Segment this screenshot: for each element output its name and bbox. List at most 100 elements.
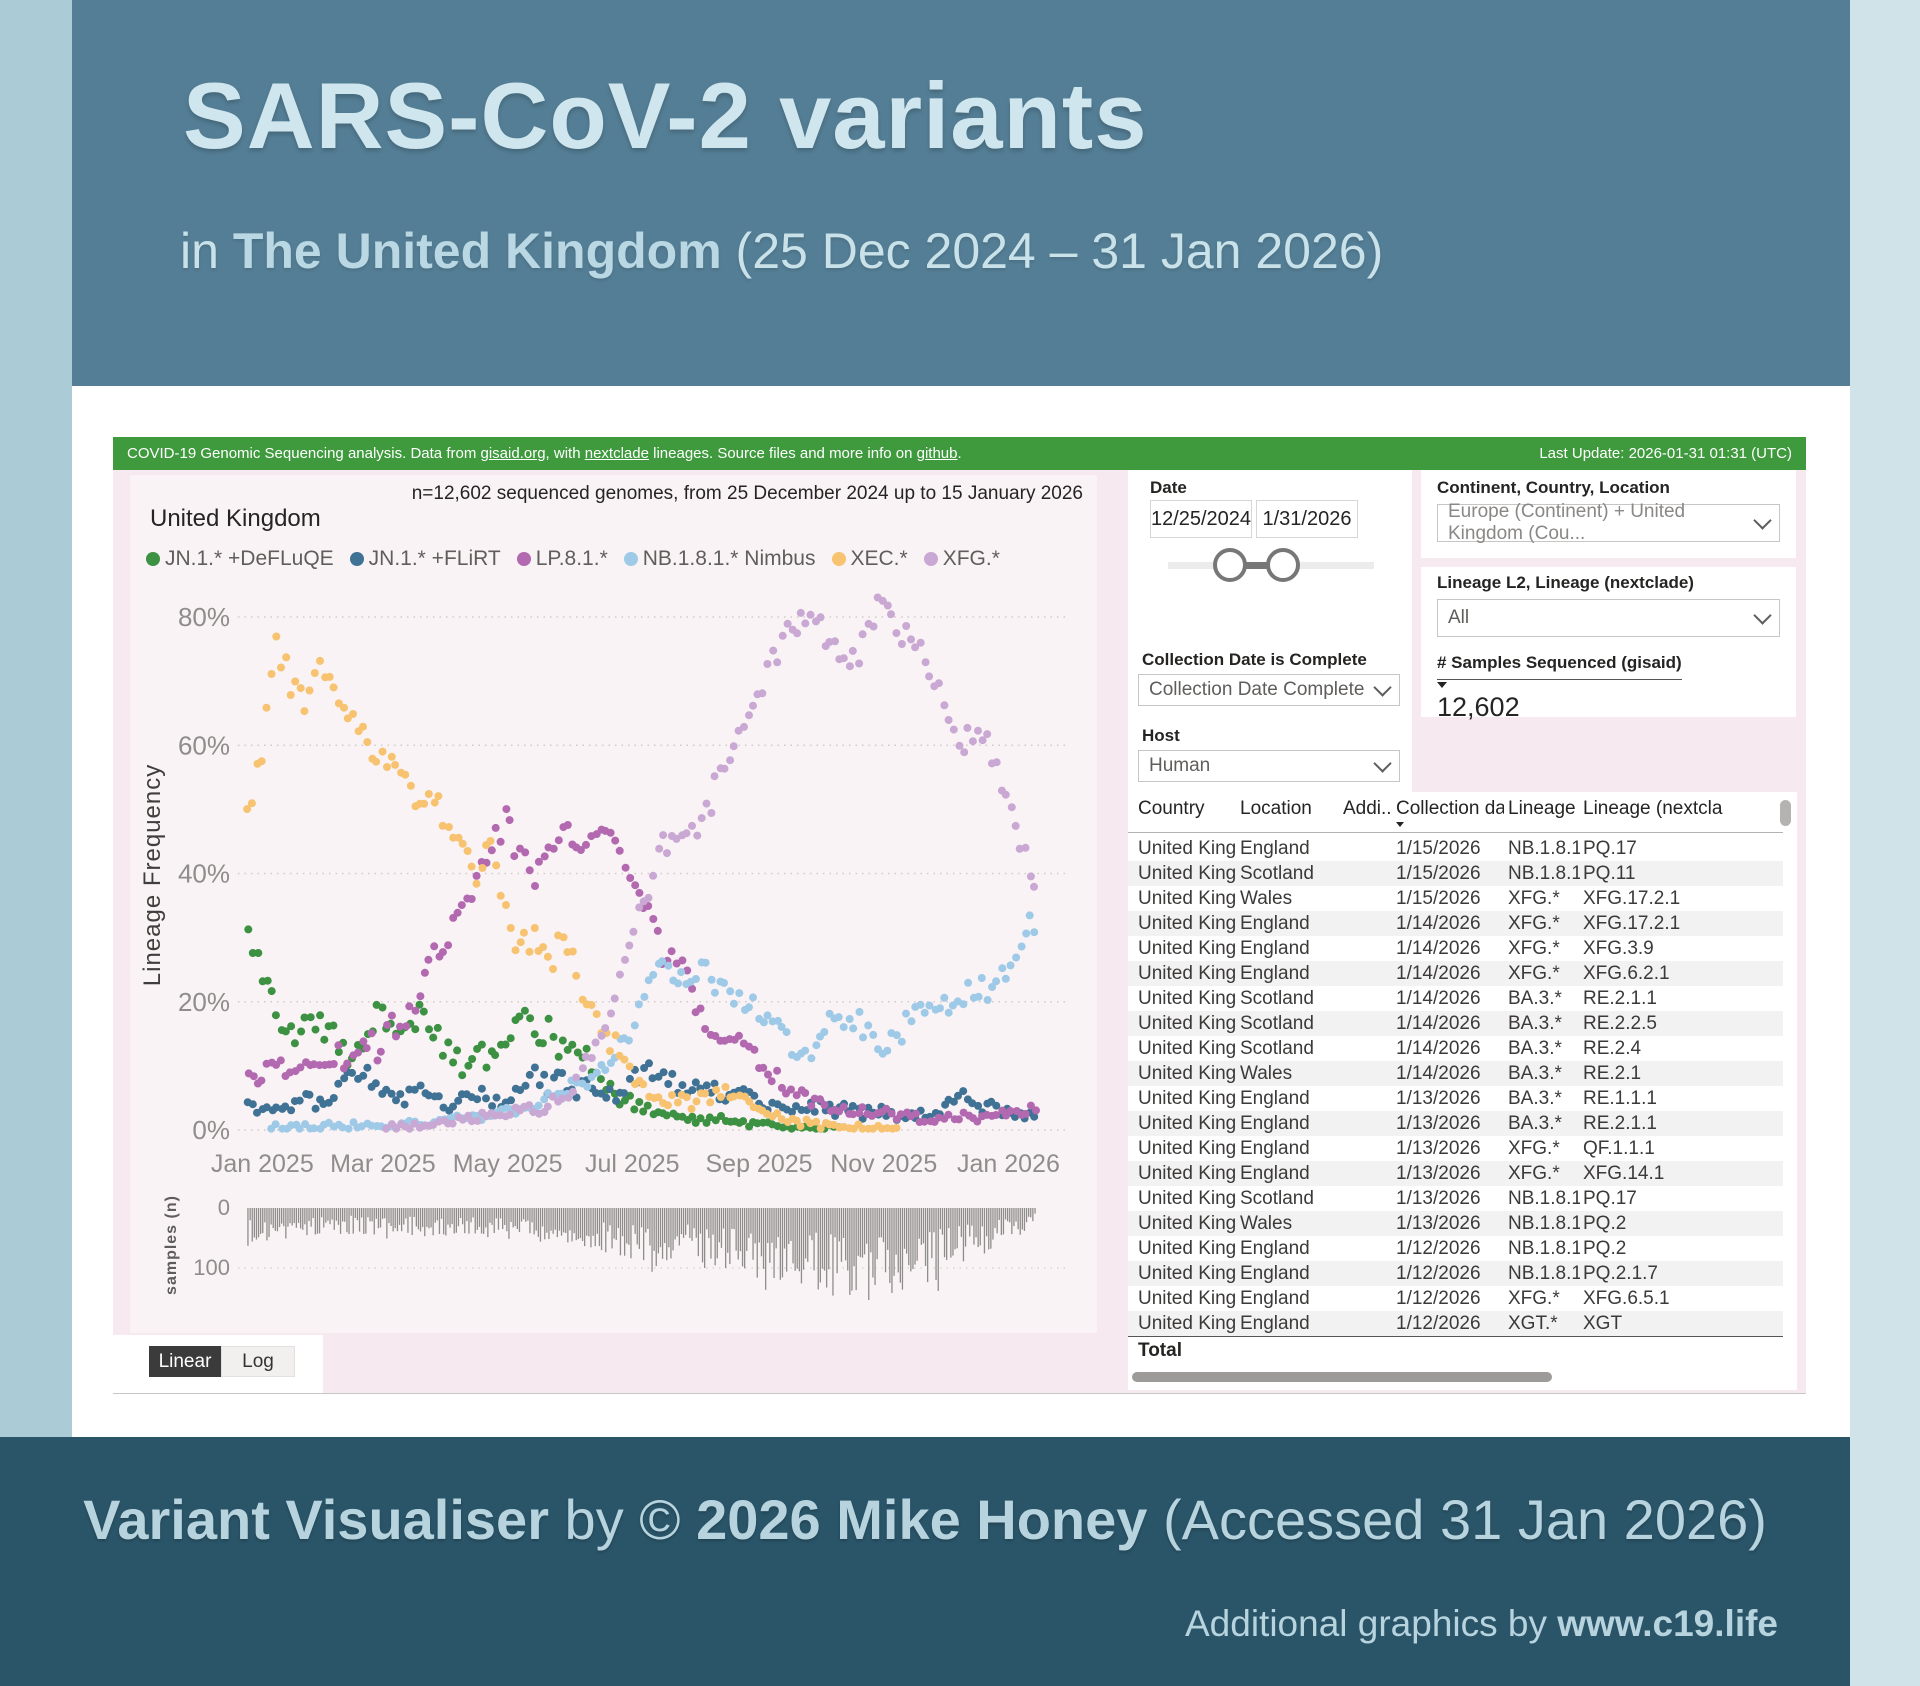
table-row[interactable]: United Kingd...England 1/12/2026 NB.1.8.1.… [1128,1261,1783,1286]
date-slider-range[interactable] [1230,562,1283,569]
table-column-header[interactable]: Country [1138,798,1205,819]
table-row[interactable]: United Kingd...Scotland 1/15/2026 NB.1.8.1… [1128,861,1783,886]
table-row[interactable]: United Kingd...England 1/13/2026 BA.3.* RE.… [1128,1086,1783,1111]
table-cell: 1/13/2026 [1396,1138,1481,1159]
nextclade-link[interactable]: nextclade [584,445,649,462]
chevron-down-icon [1753,510,1772,530]
github-link[interactable]: github [916,445,958,462]
source-banner: COVID-19 Genomic Sequencing analysis. Da… [113,437,1806,470]
table-row[interactable]: United Kingd...England 1/14/2026 XFG.* XFG.… [1128,961,1783,986]
frequency-chart-plot[interactable]: 0% 20% 40% 60% 80% Jan 2025 Mar 2025 May 2025 Ju… [130,475,1097,1333]
table-row[interactable]: United Kingd...England 1/12/2026 NB.1.8.1.… [1128,1236,1783,1261]
table-row[interactable]: United Kingd...England 1/13/2026 BA.3.* RE.… [1128,1111,1783,1136]
legend-dot-icon [831,552,846,566]
table-cell: PQ.11 [1583,863,1636,884]
date-slider-handle-end[interactable] [1266,548,1300,582]
location-filter-label: Continent, Country, Location [1437,478,1670,497]
host-dropdown[interactable]: Human [1138,750,1400,782]
svg-text:100: 100 [193,1255,230,1280]
collection-date-dropdown[interactable]: Collection Date Complete [1138,674,1400,706]
footer-author: 2026 Mike Honey [696,1488,1148,1551]
date-from-input[interactable]: 12/25/2024 [1150,500,1252,538]
table-cell: NB.1.8.1.... [1508,838,1580,859]
table-row[interactable]: United Kingd...Scotland 1/14/2026 BA.3.* RE… [1128,1036,1783,1061]
table-cell: England [1240,1263,1310,1284]
samples-metric-label: # Samples Sequenced (gisaid) [1437,653,1682,680]
table-cell: United Kingd... [1138,1163,1236,1184]
table-row[interactable]: United Kingd...Scotland 1/14/2026 BA.3.* RE… [1128,986,1783,1011]
footer-site-link: www.c19.life [1557,1603,1778,1644]
table-row[interactable]: United Kingd...England 1/13/2026 XFG.* QF.1… [1128,1136,1783,1161]
filter-panel: Date 12/25/2024 1/31/2026 Collection Dat… [1128,470,1412,792]
table-cell: United Kingd... [1138,1063,1236,1084]
table-cell: 1/15/2026 [1396,838,1481,859]
table-row[interactable]: United Kingd...England 1/14/2026 XFG.* XFG.… [1128,936,1783,961]
legend-item[interactable]: XEC.* [831,547,908,571]
table-cell: United Kingd... [1138,1288,1236,1309]
table-cell: England [1240,963,1310,984]
left-accent-stripe [0,0,72,1437]
table-cell: United Kingd... [1138,988,1236,1009]
table-row[interactable]: United Kingd...England 1/12/2026 XGT.* XGT [1128,1311,1783,1336]
vertical-scrollbar[interactable] [1780,800,1791,826]
location-dropdown[interactable]: Europe (Continent) + United Kingdom (Cou… [1437,501,1780,544]
table-cell: 1/14/2026 [1396,1063,1481,1084]
horizontal-scrollbar[interactable] [1132,1372,1552,1382]
table-row[interactable]: United Kingd...England 1/12/2026 XFG.* XFG.… [1128,1286,1783,1311]
svg-text:Sep 2025: Sep 2025 [706,1150,813,1178]
table-cell: England [1240,1288,1310,1309]
table-cell: England [1240,938,1310,959]
linear-scale-button[interactable]: Linear [149,1346,221,1377]
legend-item[interactable]: XFG.* [923,547,1000,571]
table-cell: XFG.* [1508,913,1560,934]
date-slider-handle-start[interactable] [1213,548,1247,582]
table-row[interactable]: United Kingd...England 1/14/2026 XFG.* XFG.… [1128,911,1783,936]
last-update-label: Last Update: 2026-01-31 01:31 (UTC) [1539,445,1792,462]
lineage-dropdown[interactable]: All [1437,599,1780,637]
table-total-label: Total [1138,1340,1182,1361]
svg-text:Lineage Frequency: Lineage Frequency [139,764,166,986]
chart-title: United Kingdom [150,505,321,532]
table-row[interactable]: United Kingd...Wales 1/15/2026 XFG.* XFG.17… [1128,886,1783,911]
table-cell: XFG.14.1 [1583,1163,1665,1184]
table-cell: England [1240,1088,1310,1109]
table-cell: NB.1.8.1.... [1508,1263,1580,1284]
footer-by: by © [549,1488,697,1551]
legend-item[interactable]: JN.1.* +DeFLuQE [146,547,334,571]
table-column-header[interactable]: Location [1240,798,1312,819]
table-row[interactable]: United Kingd...Scotland 1/14/2026 BA.3.* RE… [1128,1011,1783,1036]
table-row[interactable]: United Kingd...Scotland 1/13/2026 NB.1.8.1… [1128,1186,1783,1211]
log-scale-button[interactable]: Log [221,1346,295,1377]
table-row[interactable]: United Kingd...Wales 1/14/2026 BA.3.* RE.2.… [1128,1061,1783,1086]
subtitle-prefix: in [180,223,233,279]
table-cell: United Kingd... [1138,1088,1236,1109]
svg-text:Mar 2025: Mar 2025 [330,1150,436,1178]
table-cell: Scotland [1240,1038,1314,1059]
table-column-header[interactable]: Addi... [1343,798,1391,819]
gisaid-link[interactable]: gisaid.org [480,445,546,462]
header-banner [72,0,1850,386]
table-cell: England [1240,1163,1310,1184]
table-cell: XFG.6.5.1 [1583,1288,1670,1309]
chevron-down-icon [1373,677,1392,697]
legend-item[interactable]: JN.1.* +FLiRT [349,547,501,571]
legend-label: JN.1.* +FLiRT [368,547,501,570]
legend-item[interactable]: LP.8.1.* [516,547,608,571]
table-row[interactable]: United Kingd...Wales 1/13/2026 NB.1.8.1...… [1128,1211,1783,1236]
collection-date-label: Collection Date is Complete [1142,650,1367,669]
table-column-header[interactable]: Lineage (nextcla [1583,798,1723,819]
table-column-header[interactable]: Collection date [1396,798,1504,819]
table-row[interactable]: United Kingd...England 1/15/2026 NB.1.8.1.… [1128,836,1783,861]
table-cell: United Kingd... [1138,1238,1236,1259]
legend-dot-icon [146,552,160,566]
table-cell: United Kingd... [1138,1188,1236,1209]
table-cell: United Kingd... [1138,1138,1236,1159]
table-row[interactable]: United Kingd...England 1/13/2026 XFG.* XFG.… [1128,1161,1783,1186]
legend-dot-icon [623,552,638,566]
legend-label: NB.1.8.1.* Nimbus [642,547,816,570]
date-to-input[interactable]: 1/31/2026 [1256,500,1358,538]
table-column-header[interactable]: Lineage L2 [1508,798,1580,819]
legend-item[interactable]: NB.1.8.1.* Nimbus [623,547,816,571]
table-cell: PQ.2.1.7 [1583,1263,1658,1284]
